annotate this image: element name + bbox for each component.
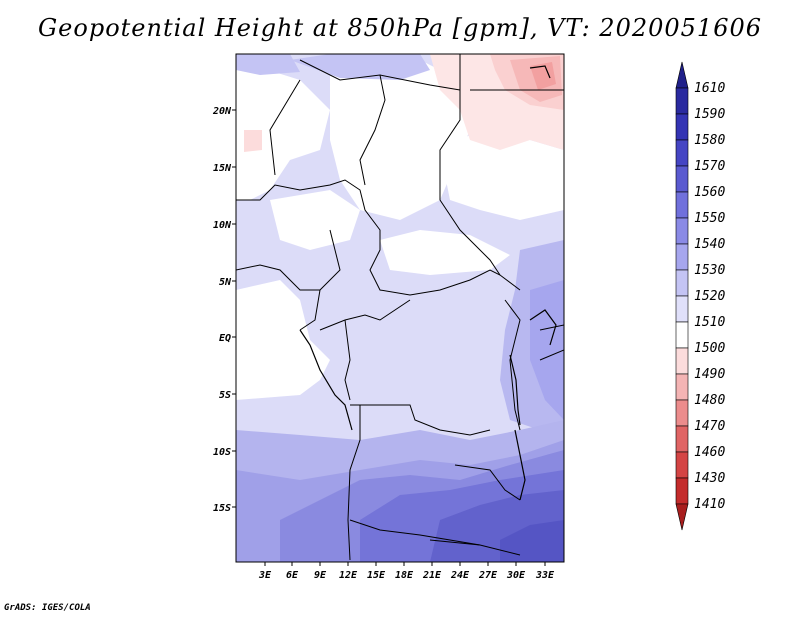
colorbar-label: 1540 bbox=[694, 237, 725, 252]
colorbar-swatch bbox=[675, 139, 689, 167]
colorbar-swatch bbox=[675, 347, 689, 375]
colorbar-swatch bbox=[675, 477, 689, 505]
colorbar-label: 1410 bbox=[694, 497, 725, 512]
colorbar-swatch bbox=[675, 191, 689, 219]
colorbar-swatch bbox=[675, 295, 689, 323]
lon-tick-label: 6E bbox=[286, 570, 299, 581]
lon-tick-label: 30E bbox=[506, 570, 526, 581]
lon-tick-label: 3E bbox=[258, 570, 272, 581]
lon-tick-label: 33E bbox=[535, 570, 555, 581]
colorbar-label: 1590 bbox=[694, 107, 725, 122]
colorbar-label: 1580 bbox=[694, 133, 725, 148]
colorbar-swatch bbox=[675, 217, 689, 245]
colorbar-swatch bbox=[675, 373, 689, 401]
lat-ticks: 20N 15N 10N 5N EQ 5S 10S 15S bbox=[212, 106, 236, 514]
lon-tick-label: 27E bbox=[478, 570, 498, 581]
lat-tick-label: 15S bbox=[213, 503, 231, 514]
map-title: Geopotential Height at 850hPa [gpm], VT:… bbox=[38, 14, 762, 42]
lon-tick-label: 18E bbox=[395, 570, 414, 581]
colorbar-bottom-arrow bbox=[675, 503, 689, 531]
lon-ticks: 3E 6E 9E 12E 15E 18E 21E 24E 27E 30E 33E bbox=[258, 562, 555, 581]
colorbar-swatch bbox=[675, 87, 689, 115]
colorbar-labels: 1610 1590 1580 1570 1560 1550 1540 1530 … bbox=[694, 81, 725, 512]
colorbar-label: 1570 bbox=[694, 159, 725, 174]
colorbar-swatch bbox=[675, 243, 689, 271]
colorbar-swatch bbox=[675, 399, 689, 427]
lat-tick-label: 10S bbox=[213, 447, 231, 458]
lon-tick-label: 24E bbox=[450, 570, 470, 581]
lon-tick-label: 21E bbox=[422, 570, 442, 581]
colorbar-label: 1490 bbox=[694, 367, 725, 382]
lat-tick-label: 5S bbox=[219, 390, 231, 401]
lat-tick-label: 10N bbox=[213, 220, 232, 231]
lon-tick-label: 9E bbox=[314, 570, 327, 581]
colorbar-label: 1430 bbox=[694, 471, 725, 486]
grads-credit: GrADS: IGES/COLA bbox=[4, 603, 91, 613]
lat-tick-label: 15N bbox=[213, 163, 232, 174]
lon-tick-label: 15E bbox=[367, 570, 386, 581]
country-borders bbox=[236, 54, 564, 561]
colorbar-label: 1470 bbox=[694, 419, 725, 434]
colorbar-swatch bbox=[675, 269, 689, 297]
lat-tick-label: 5N bbox=[219, 277, 232, 288]
colorbar-label: 1510 bbox=[694, 315, 725, 330]
colorbar-swatch bbox=[675, 113, 689, 141]
colorbar-top-arrow bbox=[675, 61, 689, 89]
lat-tick-label: EQ bbox=[219, 333, 231, 344]
colorbar-label: 1610 bbox=[694, 81, 725, 96]
height-field bbox=[236, 54, 564, 562]
colorbar-label: 1520 bbox=[694, 289, 725, 304]
colorbar-swatch bbox=[675, 321, 689, 349]
lat-tick-label: 20N bbox=[212, 106, 232, 117]
colorbar-swatch bbox=[675, 165, 689, 193]
colorbar-label: 1500 bbox=[694, 341, 725, 356]
colorbar-label: 1550 bbox=[694, 211, 725, 226]
colorbar bbox=[675, 61, 689, 531]
lon-tick-label: 12E bbox=[339, 570, 358, 581]
colorbar-label: 1480 bbox=[694, 393, 725, 408]
colorbar-label: 1460 bbox=[694, 445, 725, 460]
colorbar-swatch bbox=[675, 425, 689, 453]
map-frame bbox=[235, 53, 565, 563]
colorbar-label: 1560 bbox=[694, 185, 725, 200]
colorbar-label: 1530 bbox=[694, 263, 725, 278]
colorbar-swatch bbox=[675, 451, 689, 479]
